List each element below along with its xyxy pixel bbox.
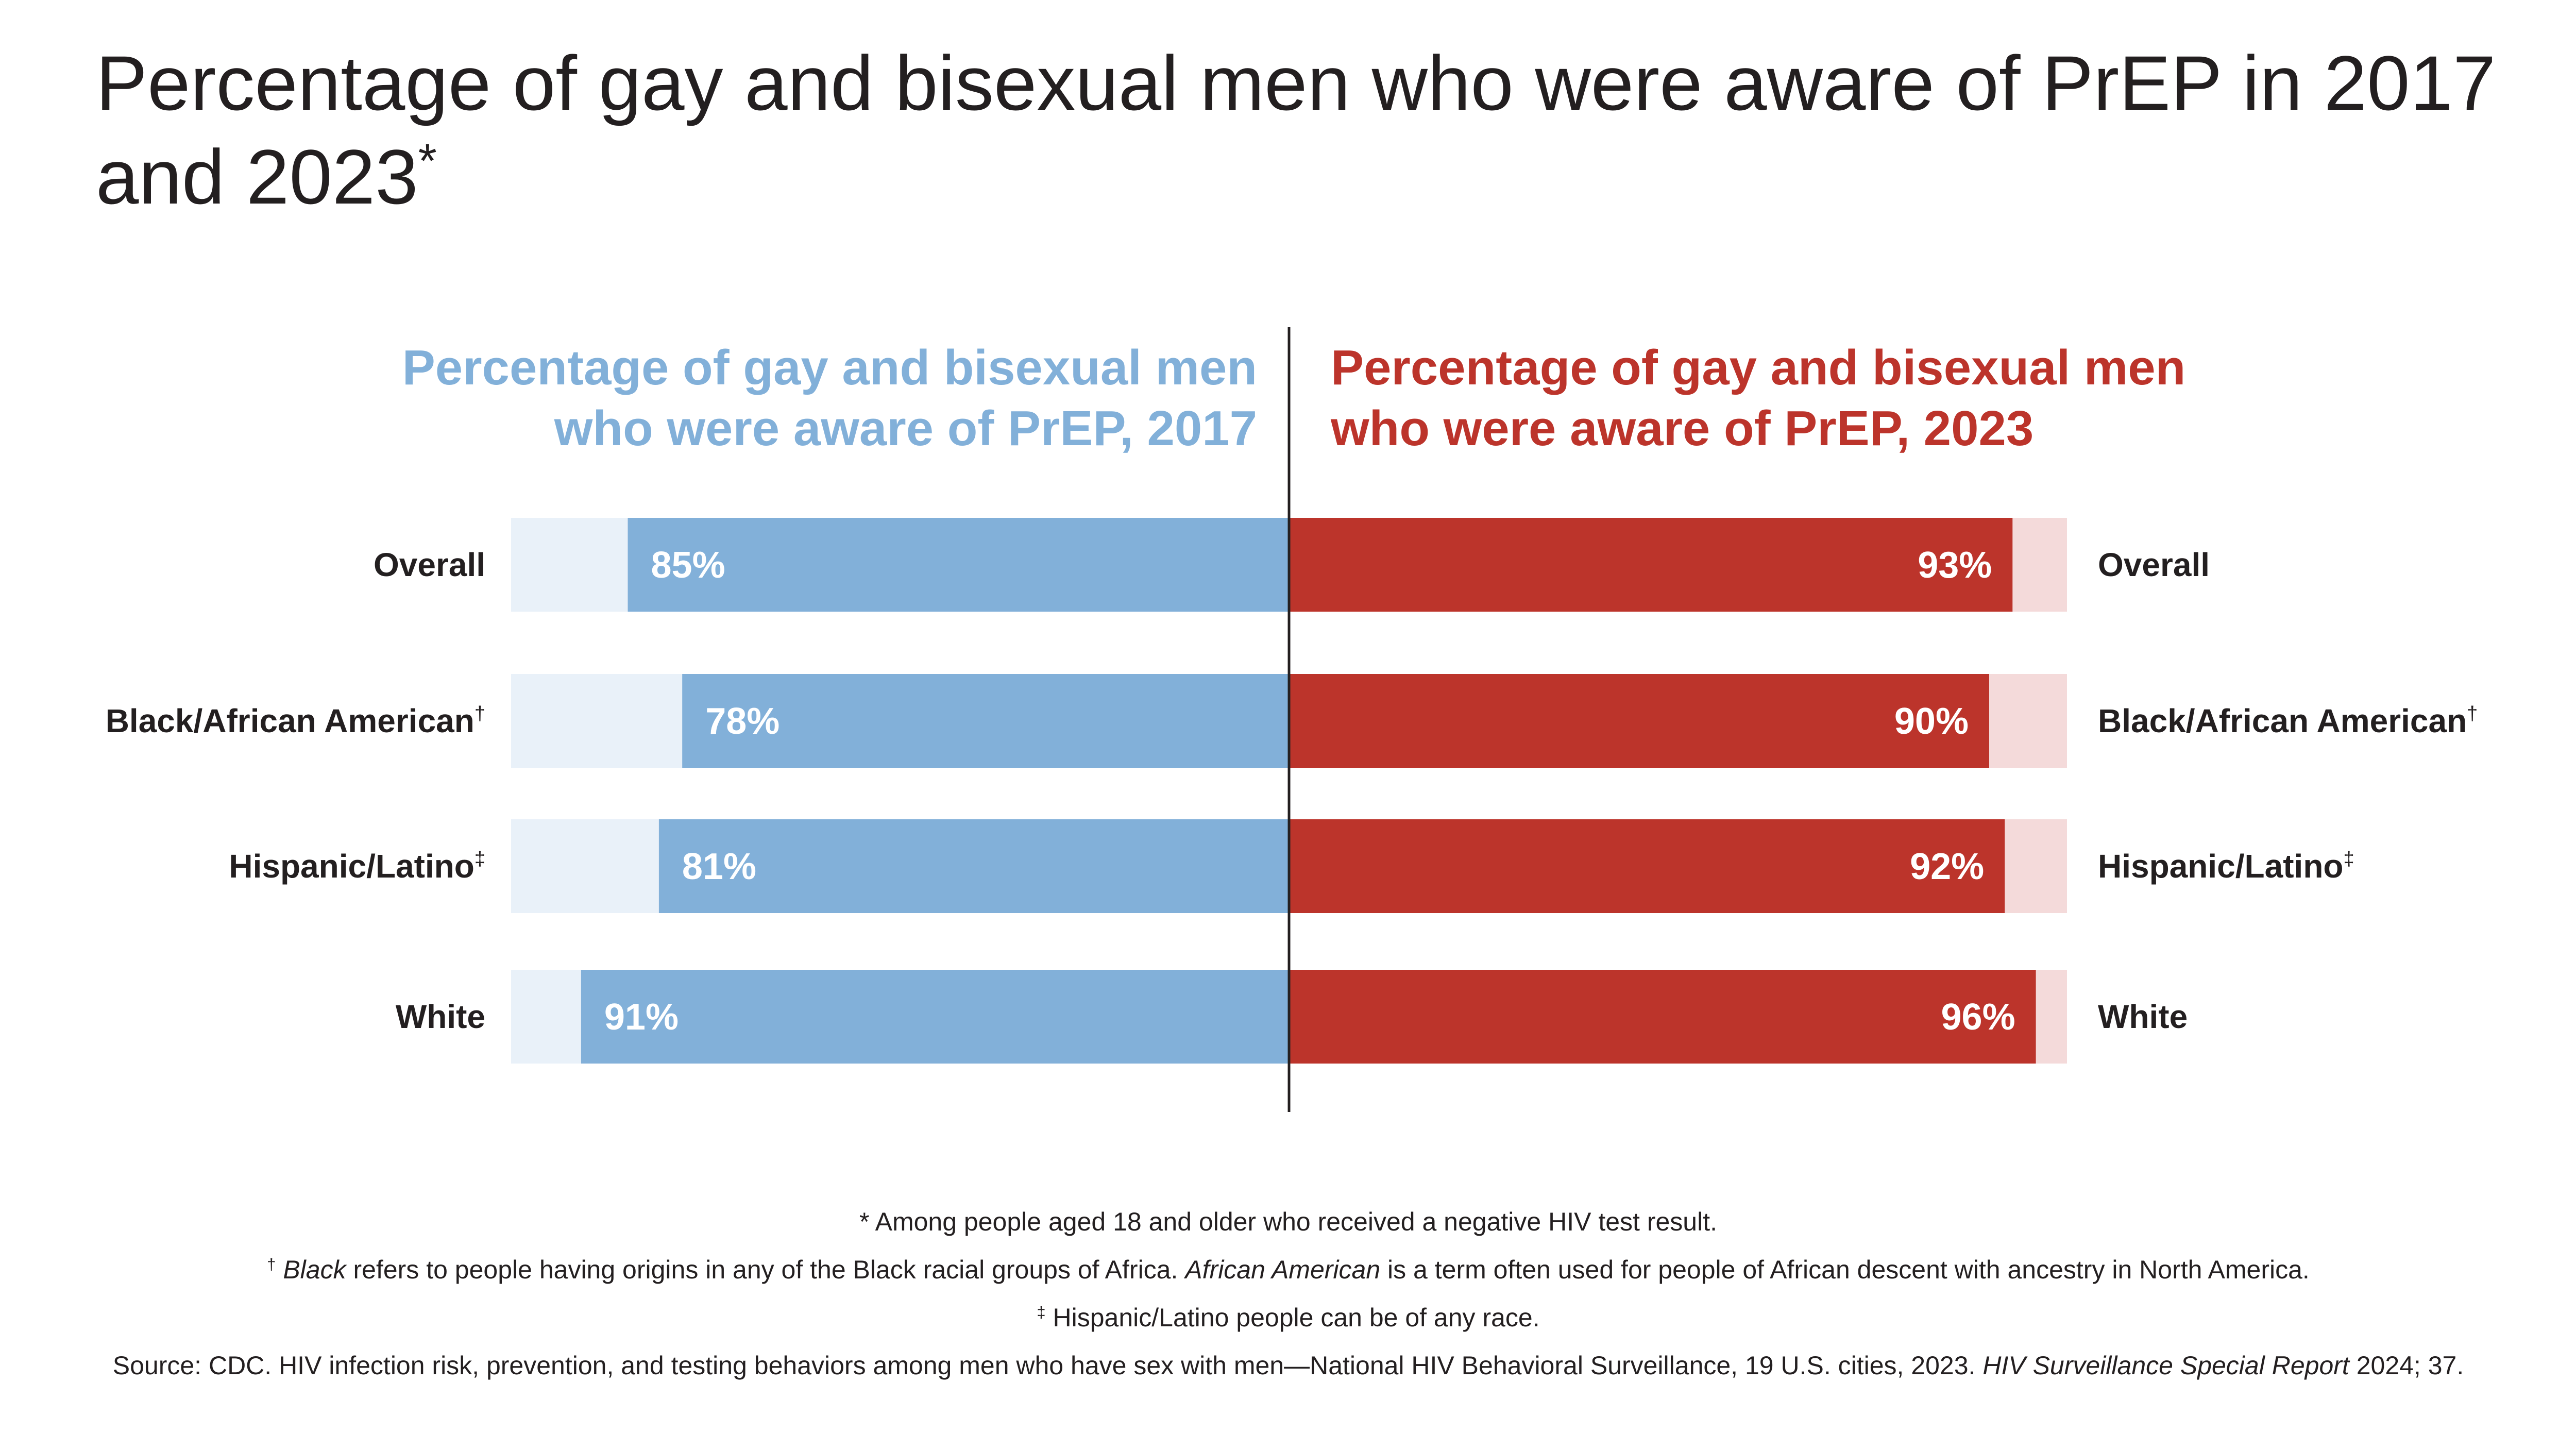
category-name: White (396, 998, 485, 1035)
chart-title-text: Percentage of gay and bisexual men who w… (96, 40, 2496, 220)
category-label-left-black-african-american: Black/African American† (106, 702, 485, 739)
category-footnote-mark: † (2467, 703, 2478, 724)
chart-title: Percentage of gay and bisexual men who w… (96, 36, 2517, 224)
category-name: Overall (374, 546, 485, 583)
footnote-asterisk-mark: * (859, 1207, 870, 1236)
category-label-left-overall: Overall (374, 546, 485, 583)
heading-2023-line1: Percentage of gay and bisexual men (1331, 340, 2186, 395)
bar-2023-overall (1289, 518, 2013, 612)
value-label-2023-white: 96% (1941, 997, 2015, 1038)
footnote-ddagger-mark: ‡ (1037, 1303, 1046, 1321)
heading-2023: Percentage of gay and bisexual men who w… (1331, 338, 2310, 459)
value-label-2017-hispanic-latino: 81% (682, 846, 756, 887)
category-name: Black/African American (106, 702, 474, 739)
heading-2017-line1: Percentage of gay and bisexual men (402, 340, 1257, 395)
bar-2017-overall (628, 518, 1289, 612)
footnote-asterisk-text: Among people aged 18 and older who recei… (875, 1207, 1717, 1236)
category-name: Hispanic/Latino (2098, 848, 2344, 885)
value-label-2023-black-african-american: 90% (1894, 701, 1969, 742)
bar-2023-black-african-american (1289, 674, 1989, 768)
bar-2023-white (1289, 970, 2036, 1064)
category-footnote-mark: † (474, 703, 485, 724)
category-name: Overall (2098, 546, 2210, 583)
footnote-asterisk: * Among people aged 18 and older who rec… (0, 1198, 2576, 1246)
bar-2023-hispanic-latino (1289, 819, 2005, 913)
footnote-source-text1: Source: CDC. HIV infection risk, prevent… (112, 1351, 1976, 1380)
footnote-source-journal: HIV Surveillance Special Report (1982, 1351, 2349, 1380)
category-name: White (2098, 998, 2188, 1035)
category-footnote-mark: ‡ (474, 848, 485, 870)
category-name: Hispanic/Latino (229, 848, 474, 885)
footnote-dagger-text2: is a term often used for people of Afric… (1387, 1255, 2310, 1284)
category-label-right-overall: Overall (2098, 546, 2210, 583)
footnote-dagger: † Black refers to people having origins … (0, 1246, 2576, 1294)
heading-2017: Percentage of gay and bisexual men who w… (278, 338, 1257, 459)
footnote-source-text2: 2024; 37. (2356, 1351, 2464, 1380)
footnote-dagger-mark: † (267, 1255, 276, 1273)
bar-2017-white (581, 970, 1289, 1064)
value-label-2017-black-african-american: 78% (705, 701, 779, 742)
bar-2017-hispanic-latino (658, 819, 1289, 913)
category-label-right-white: White (2098, 998, 2188, 1035)
footnotes: * Among people aged 18 and older who rec… (0, 1198, 2576, 1390)
heading-2023-line2: who were aware of PrEP, 2023 (1331, 401, 2034, 456)
category-label-left-hispanic-latino: Hispanic/Latino‡ (229, 848, 485, 885)
category-footnote-mark: ‡ (2344, 848, 2354, 870)
value-label-2017-overall: 85% (651, 545, 725, 586)
value-label-2023-hispanic-latino: 92% (1910, 846, 1984, 887)
heading-2017-line2: who were aware of PrEP, 2017 (554, 401, 1257, 456)
value-label-2023-overall: 93% (1918, 545, 1992, 586)
category-label-right-hispanic-latino: Hispanic/Latino‡ (2098, 848, 2354, 885)
value-label-2017-white: 91% (604, 997, 679, 1038)
footnote-ddagger: ‡ Hispanic/Latino people can be of any r… (0, 1294, 2576, 1342)
bar-2017-black-african-american (682, 674, 1289, 768)
category-label-right-black-african-american: Black/African American† (2098, 702, 2478, 739)
footnote-dagger-term1: Black (283, 1255, 346, 1284)
title-asterisk: * (418, 133, 437, 188)
footnote-source: Source: CDC. HIV infection risk, prevent… (0, 1342, 2576, 1390)
footnote-dagger-term2: African American (1185, 1255, 1381, 1284)
footnote-ddagger-text: Hispanic/Latino people can be of any rac… (1053, 1303, 1540, 1332)
category-name: Black/African American (2098, 702, 2467, 739)
category-label-left-white: White (396, 998, 485, 1035)
footnote-dagger-text1: refers to people having origins in any o… (353, 1255, 1178, 1284)
